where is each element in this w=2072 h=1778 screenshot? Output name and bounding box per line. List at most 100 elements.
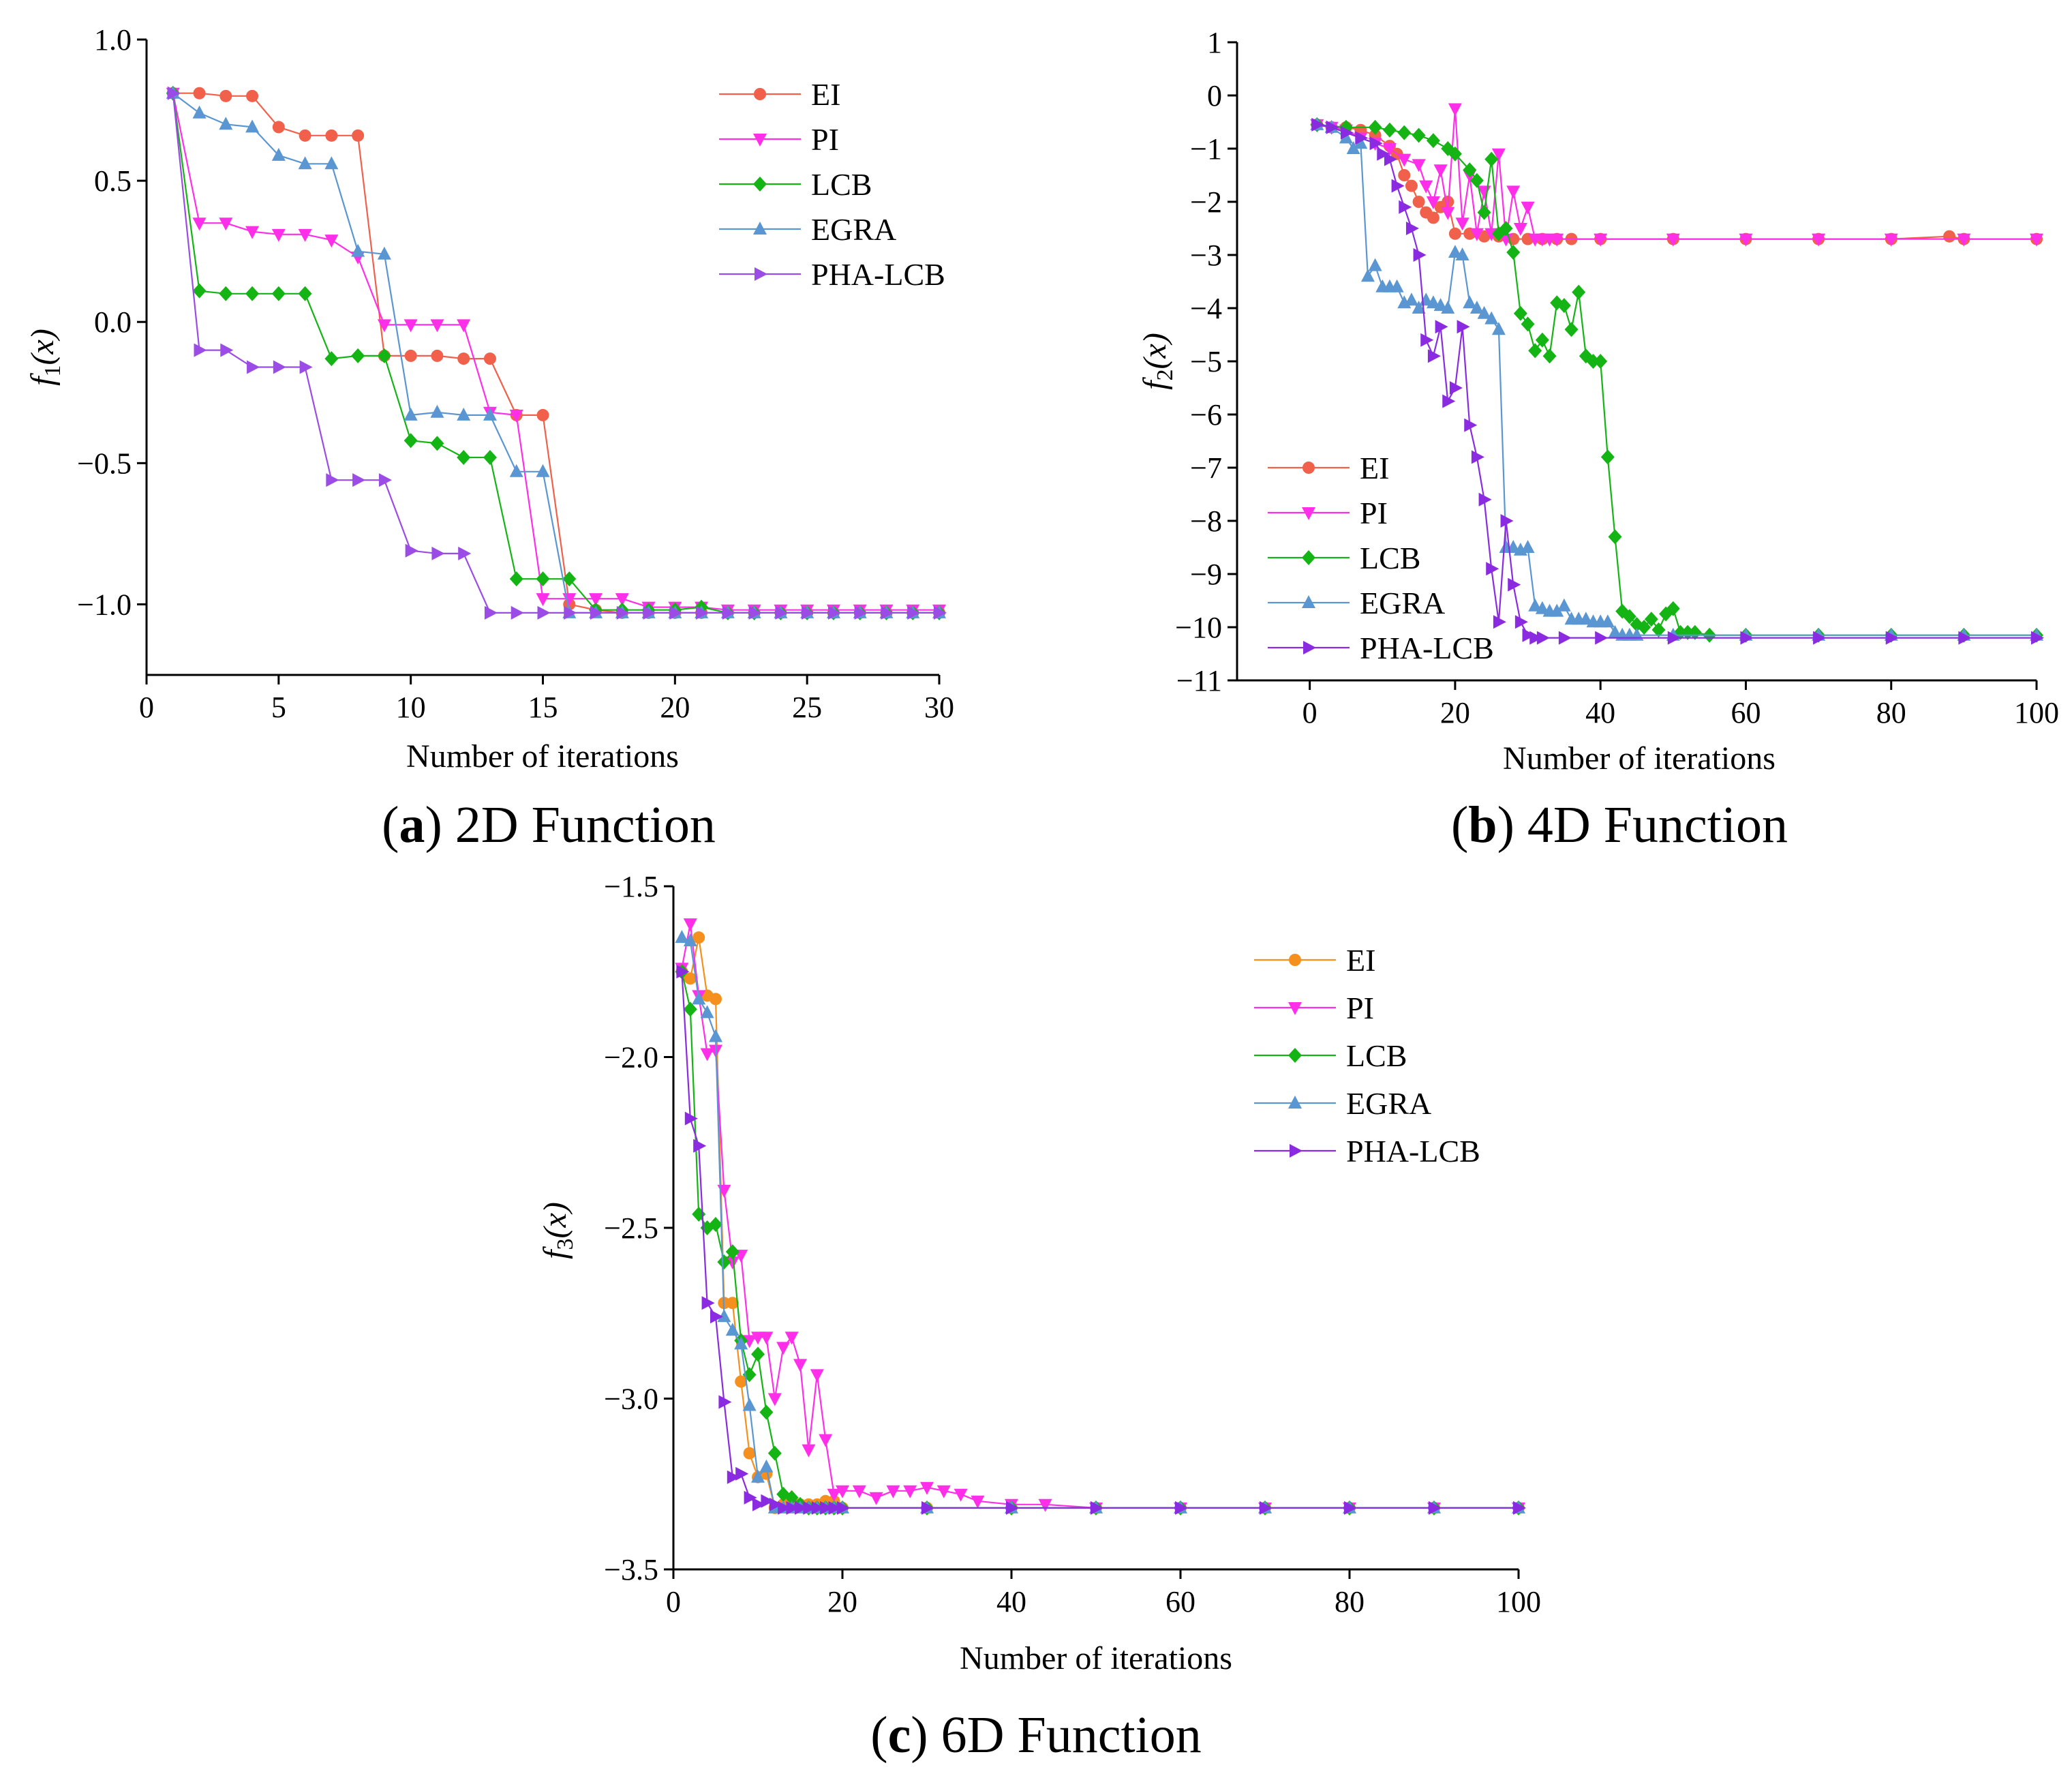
data-point-ei (219, 89, 232, 102)
data-point-lcb (1463, 162, 1477, 178)
data-point-egra (509, 464, 523, 477)
x-tick-label: 5 (271, 691, 286, 724)
caption-paren-close: ) (425, 796, 455, 854)
data-point-pi (1666, 233, 1680, 247)
data-point-pha-lcb (1344, 1501, 1357, 1515)
data-point-pha-lcb (693, 1139, 707, 1153)
y-tick-label: −1 (1190, 132, 1222, 166)
data-point-egra (1528, 598, 1542, 612)
data-point-lcb (1499, 221, 1513, 236)
data-point-pi (219, 217, 233, 231)
y-tick-label: −6 (1190, 398, 1222, 432)
data-point-lcb (298, 286, 312, 301)
data-point-egra (683, 933, 697, 947)
data-point-pi (1382, 143, 1397, 156)
y-tick-label: −10 (1175, 611, 1222, 644)
legend-swatch-marker (753, 134, 767, 147)
x-axis-label: Number of iterations (960, 1640, 1232, 1676)
panel-caption: (b) 4D Function (1451, 796, 1788, 854)
x-tick-label: 40 (996, 1585, 1026, 1618)
panel-c: 0 20 40 60 80 100 −1.5 −2.0 −2.5 −3.0 −3.5 Number o… (537, 870, 1541, 1764)
data-point-pi (192, 217, 207, 231)
caption-paren-open: ( (870, 1706, 887, 1764)
legend: EI PI LCB EGRA PHA-LCB (1254, 943, 1480, 1169)
data-point-pha-lcb (778, 1501, 791, 1515)
data-point-lcb (536, 571, 550, 587)
data-point-lcb (1397, 125, 1412, 140)
data-point-pi (457, 319, 471, 333)
y-tick-label: −9 (1190, 558, 1222, 591)
caption-text: 6D Function (941, 1706, 1202, 1764)
data-point-egra (1491, 322, 1506, 335)
caption-paren-open: ( (1451, 796, 1468, 854)
data-point-pi (886, 1485, 900, 1498)
data-point-egra (675, 930, 689, 944)
x-tick-label: 60 (1731, 696, 1761, 729)
data-point-lcb (767, 1445, 782, 1461)
data-point-pha-lcb (727, 1470, 740, 1484)
legend-swatch-marker (1290, 1144, 1302, 1158)
data-point-pha-lcb (775, 605, 789, 620)
series-egra (675, 930, 1525, 1513)
y-tick-label: 1.0 (94, 23, 132, 57)
data-point-egra (1404, 292, 1418, 306)
panel-b: 0 20 40 60 80 100 1 0 −1 −2 −3 −4 −5 −6 −7 −8 −9 −10 −11 Nu… (1137, 26, 2059, 854)
data-point-pi (759, 1331, 774, 1345)
data-point-lcb (1600, 449, 1615, 465)
data-point-egra (734, 1336, 748, 1350)
data-point-pha-lcb (458, 546, 472, 560)
data-point-lcb (683, 1001, 697, 1017)
y-axis-label-subscript: 3 (553, 1238, 578, 1250)
data-point-ei (246, 89, 259, 102)
series-line-pi (1317, 108, 2037, 240)
data-point-lcb (219, 286, 233, 301)
data-point-pha-lcb (1260, 1501, 1273, 1515)
x-tick-label: 30 (924, 691, 954, 724)
data-point-pi (1884, 233, 1898, 247)
data-point-pha-lcb (1558, 631, 1572, 645)
data-point-ei (404, 349, 417, 362)
data-point-egra (1484, 311, 1499, 325)
data-point-egra (377, 246, 391, 260)
data-point-pha-lcb (722, 605, 735, 620)
data-point-pha-lcb (537, 605, 551, 620)
data-point-pha-lcb (1500, 514, 1514, 528)
legend-label: LCB (1360, 541, 1420, 575)
data-point-egra (1477, 305, 1491, 319)
data-point-pi (936, 1485, 951, 1498)
data-point-pha-lcb (907, 605, 921, 620)
data-point-egra (1354, 136, 1368, 149)
data-point-lcb (1513, 305, 1527, 321)
legend-swatch-marker (754, 88, 766, 100)
x-tick-label: 40 (1585, 696, 1615, 729)
data-point-egra (483, 407, 497, 421)
legend: EI PI LCB EGRA PHA-LCB (1268, 451, 1494, 665)
series-line-ei (681, 937, 1519, 1509)
x-tick-label: 80 (1335, 1585, 1365, 1618)
data-point-pha-lcb (934, 605, 947, 620)
y-axis-label-argument: (x) (537, 1202, 573, 1238)
data-point-lcb (1637, 620, 1651, 635)
data-point-pi (536, 593, 550, 607)
legend-label: PI (811, 122, 839, 157)
data-point-pha-lcb (1478, 492, 1492, 507)
data-point-egra (759, 1459, 774, 1473)
data-point-pha-lcb (247, 360, 260, 374)
data-point-lcb (1521, 316, 1535, 332)
data-point-pha-lcb (511, 605, 524, 620)
data-point-lcb (457, 450, 471, 466)
data-point-pha-lcb (1457, 320, 1470, 334)
data-point-pi (298, 228, 312, 242)
legend-swatch-marker (1288, 1002, 1302, 1015)
data-point-pi (1550, 233, 1564, 247)
data-point-pi (784, 1331, 799, 1345)
data-point-egra (1521, 540, 1535, 553)
data-point-pha-lcb (1442, 394, 1456, 408)
data-point-pi (1433, 164, 1448, 178)
caption-paren-close: ) (911, 1706, 941, 1764)
y-tick-label: 0.5 (94, 164, 132, 198)
data-point-pi (1426, 196, 1440, 209)
data-point-ei (193, 87, 206, 100)
series-pha-lcb (167, 86, 947, 620)
